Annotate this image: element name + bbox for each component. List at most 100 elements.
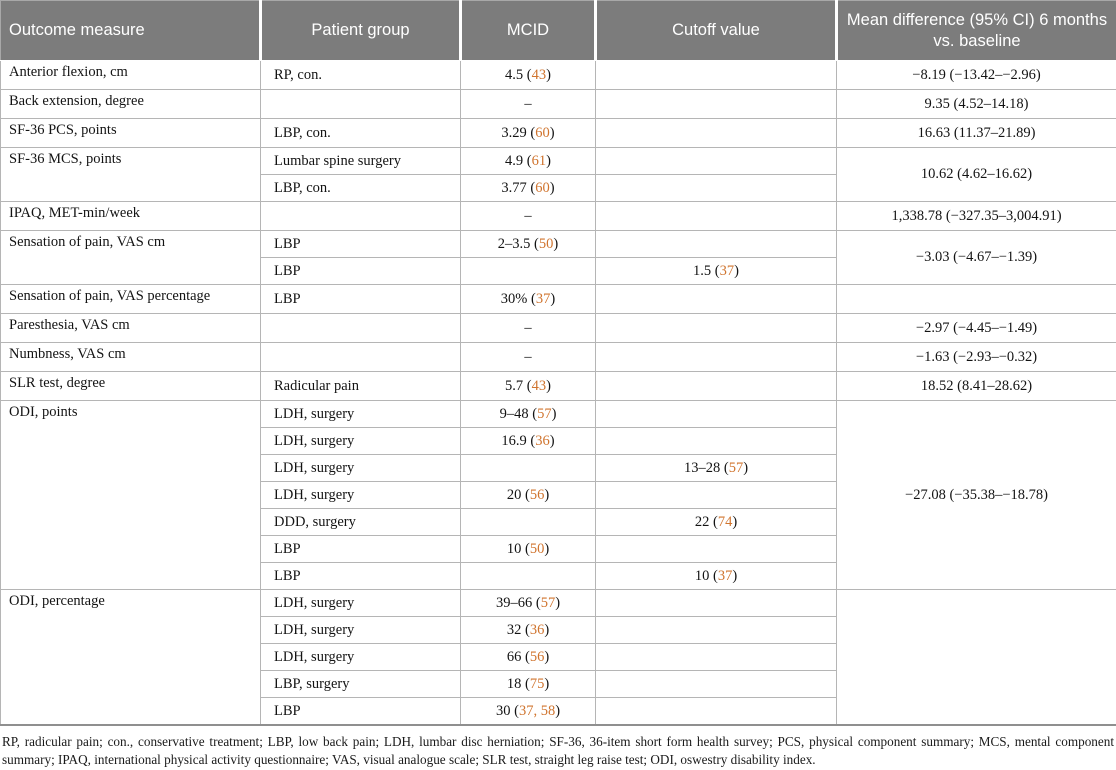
mcid-cell: 16.9 (36) xyxy=(461,428,596,455)
mcid-cell: 10 (50) xyxy=(461,536,596,563)
cutoff-value-cell xyxy=(596,314,837,343)
cutoff-value-cell: 22 (74) xyxy=(596,509,837,536)
mcid-cell: – xyxy=(461,90,596,119)
patient-group-cell: RP, con. xyxy=(261,61,461,90)
citation-ref: 56 xyxy=(530,649,545,665)
outcome-measure-cell: ODI, percentage xyxy=(1,590,261,726)
patient-group-cell: Radicular pain xyxy=(261,372,461,401)
cutoff-value-cell xyxy=(596,148,837,175)
patient-group-cell: LBP xyxy=(261,563,461,590)
mean-difference-cell: 18.52 (8.41–28.62) xyxy=(837,372,1116,401)
outcome-measure-cell: IPAQ, MET-min/week xyxy=(1,202,261,231)
patient-group-cell: Lumbar spine surgery xyxy=(261,148,461,175)
mean-difference-cell: 1,338.78 (−327.35–3,004.91) xyxy=(837,202,1116,231)
cutoff-value-cell xyxy=(596,61,837,90)
patient-group-cell: LDH, surgery xyxy=(261,428,461,455)
citation-ref: 50 xyxy=(530,541,545,557)
mcid-cell: 32 (36) xyxy=(461,617,596,644)
citation-ref: 37 xyxy=(718,568,733,584)
cutoff-value-cell xyxy=(596,372,837,401)
cutoff-value-cell xyxy=(596,617,837,644)
outcome-measure-cell: Sensation of pain, VAS cm xyxy=(1,231,261,285)
cutoff-value-cell xyxy=(596,644,837,671)
cutoff-value-cell xyxy=(596,119,837,148)
table-footnote: RP, radicular pain; con., conservative t… xyxy=(0,733,1116,770)
mean-difference-cell: 16.63 (11.37–21.89) xyxy=(837,119,1116,148)
cutoff-value-cell xyxy=(596,90,837,119)
cutoff-value-cell xyxy=(596,428,837,455)
column-header-mcid: MCID xyxy=(461,1,596,61)
cutoff-value-cell xyxy=(596,231,837,258)
column-header-mean-difference: Mean difference (95% CI) 6 months vs. ba… xyxy=(837,1,1116,61)
citation-ref: 75 xyxy=(530,676,545,692)
mean-difference-cell: −3.03 (−4.67–−1.39) xyxy=(837,231,1116,285)
patient-group-cell xyxy=(261,90,461,119)
citation-ref: 61 xyxy=(532,153,547,169)
mean-difference-cell: −8.19 (−13.42–−2.96) xyxy=(837,61,1116,90)
mean-difference-cell: 9.35 (4.52–14.18) xyxy=(837,90,1116,119)
citation-ref: 36 xyxy=(530,622,545,638)
mcid-cell: 20 (56) xyxy=(461,482,596,509)
outcome-measure-cell: Anterior flexion, cm xyxy=(1,61,261,90)
mcid-cell: 3.29 (60) xyxy=(461,119,596,148)
citation-ref: 60 xyxy=(535,125,550,141)
citation-ref: 37 xyxy=(720,263,735,279)
citation-ref: 50 xyxy=(539,236,554,252)
patient-group-cell: DDD, surgery xyxy=(261,509,461,536)
mcid-cell: – xyxy=(461,343,596,372)
mcid-cell: 30 (37, 58) xyxy=(461,698,596,726)
cutoff-value-cell xyxy=(596,590,837,617)
outcome-measure-cell: SF-36 PCS, points xyxy=(1,119,261,148)
mcid-cell xyxy=(461,258,596,285)
table-header-row: Outcome measure Patient group MCID Cutof… xyxy=(1,1,1116,61)
mcid-cell: 2–3.5 (50) xyxy=(461,231,596,258)
patient-group-cell: LDH, surgery xyxy=(261,455,461,482)
outcome-measure-cell: Sensation of pain, VAS percentage xyxy=(1,285,261,314)
citation-ref: 57 xyxy=(541,595,556,611)
mean-difference-cell xyxy=(837,590,1116,726)
mean-difference-cell xyxy=(837,285,1116,314)
table-row: Back extension, degree – 9.35 (4.52–14.18) xyxy=(1,90,1116,119)
patient-group-cell: LDH, surgery xyxy=(261,644,461,671)
table-row: IPAQ, MET-min/week–1,338.78 (−327.35–3,0… xyxy=(1,202,1116,231)
column-header-cutoff-value: Cutoff value xyxy=(596,1,837,61)
cutoff-value-cell xyxy=(596,202,837,231)
cutoff-value-cell: 13–28 (57) xyxy=(596,455,837,482)
outcome-measure-cell: SF-36 MCS, points xyxy=(1,148,261,202)
citation-ref: 37 xyxy=(536,291,551,307)
patient-group-cell: LDH, surgery xyxy=(261,590,461,617)
cutoff-value-cell: 10 (37) xyxy=(596,563,837,590)
citation-ref: 57 xyxy=(729,460,744,476)
patient-group-cell: LBP, con. xyxy=(261,119,461,148)
mcid-cell xyxy=(461,509,596,536)
patient-group-cell xyxy=(261,343,461,372)
patient-group-cell: LBP xyxy=(261,536,461,563)
patient-group-cell: LDH, surgery xyxy=(261,617,461,644)
citation-ref: 37, 58 xyxy=(519,703,555,719)
citation-ref: 36 xyxy=(535,433,550,449)
outcome-measure-cell: SLR test, degree xyxy=(1,372,261,401)
citation-ref: 57 xyxy=(537,406,552,422)
mcid-cell: 66 (56) xyxy=(461,644,596,671)
mcid-cell xyxy=(461,563,596,590)
mcid-cell: 3.77 (60) xyxy=(461,175,596,202)
mcid-cell: 5.7 (43) xyxy=(461,372,596,401)
mcid-cell: 9–48 (57) xyxy=(461,401,596,428)
citation-ref: 74 xyxy=(718,514,733,530)
outcome-measure-cell: ODI, points xyxy=(1,401,261,590)
column-header-outcome-measure: Outcome measure xyxy=(1,1,261,61)
patient-group-cell: LBP, con. xyxy=(261,175,461,202)
outcome-measure-cell: Back extension, degree xyxy=(1,90,261,119)
patient-group-cell xyxy=(261,314,461,343)
patient-group-cell: LDH, surgery xyxy=(261,401,461,428)
cutoff-value-cell xyxy=(596,401,837,428)
mcid-outcomes-table: Outcome measure Patient group MCID Cutof… xyxy=(0,0,1116,726)
